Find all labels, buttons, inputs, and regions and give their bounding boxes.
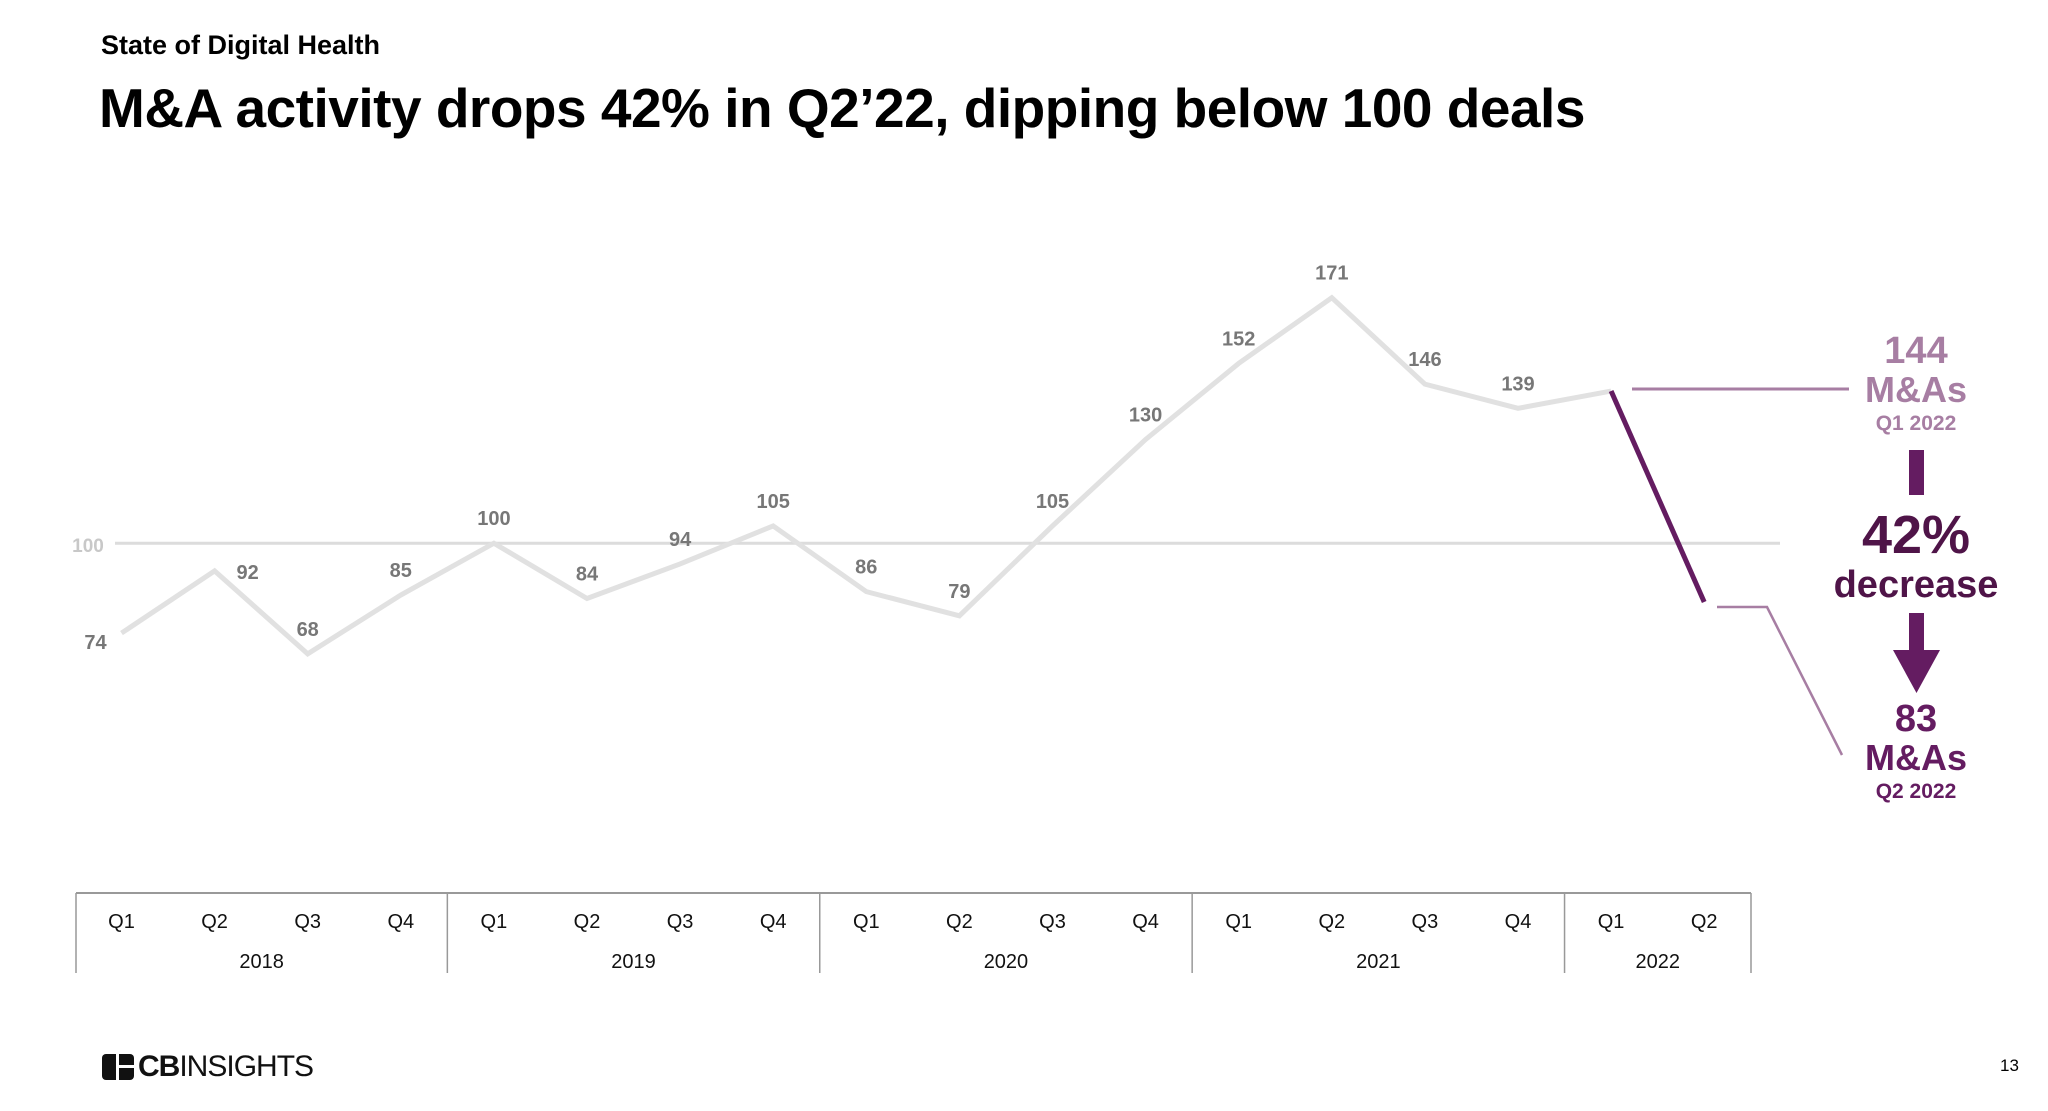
data-label: 74 [84, 632, 107, 654]
highlight-segment [1608, 390, 1707, 603]
data-label: 84 [576, 564, 599, 586]
x-year-label: 2020 [984, 951, 1029, 973]
arrow-down-icon [1893, 650, 1940, 693]
reference-label: 100 [72, 536, 104, 557]
x-year-label: 2018 [239, 951, 284, 973]
kicker: State of Digital Health [101, 30, 381, 60]
data-label: 94 [669, 529, 692, 551]
annotation-end: 83 M&As Q2 2022 [1836, 700, 1996, 802]
change-label: decrease [1833, 564, 1999, 606]
data-label: 86 [855, 557, 877, 579]
x-tick-label: Q1 [853, 911, 880, 933]
x-tick-label: Q3 [667, 911, 694, 933]
cb-logo-icon [102, 1054, 134, 1080]
start-unit: M&As [1864, 369, 1967, 410]
x-tick-label: Q4 [387, 911, 414, 933]
data-label: 152 [1222, 328, 1255, 350]
x-tick-label: Q1 [481, 911, 508, 933]
data-label: 171 [1315, 263, 1348, 285]
cb-insights-logo: CBINSIGHTS [102, 1050, 314, 1084]
x-tick-label: Q1 [1225, 911, 1252, 933]
x-year-label: 2019 [611, 951, 656, 973]
annotation-start: 144 M&As Q1 2022 [1836, 332, 1996, 434]
x-tick-label: Q3 [1039, 911, 1066, 933]
connector-end [1717, 605, 1844, 756]
x-tick-label: Q2 [1318, 911, 1345, 933]
data-label: 139 [1501, 373, 1534, 395]
data-label: 105 [757, 491, 790, 513]
start-value: 144 [1884, 330, 1948, 372]
x-tick-label: Q4 [1505, 911, 1532, 933]
change-value: 42% [1861, 505, 1971, 565]
end-unit: M&As [1864, 737, 1967, 778]
data-label: 146 [1408, 349, 1441, 371]
page-title: M&A activity drops 42% in Q2’22, dipping… [99, 77, 1585, 139]
start-period: Q1 2022 [1875, 412, 1957, 435]
data-label: 85 [390, 560, 412, 582]
x-year-label: 2022 [1636, 951, 1681, 973]
x-tick-label: Q2 [1691, 911, 1718, 933]
x-tick-label: Q4 [1132, 911, 1159, 933]
x-tick-label: Q1 [1598, 911, 1625, 933]
data-label: 92 [236, 562, 258, 584]
end-value: 83 [1894, 698, 1938, 740]
data-label: 105 [1036, 491, 1069, 513]
arrow-down-stem-icon [1909, 613, 1924, 651]
x-tick-label: Q3 [1412, 911, 1439, 933]
logo-text: CBINSIGHTS [138, 1050, 314, 1083]
arrow-stem-icon [1909, 450, 1924, 495]
x-tick-label: Q4 [760, 911, 787, 933]
series-line [120, 294, 1612, 657]
x-year-label: 2021 [1356, 951, 1401, 973]
annotation-change: 42% decrease [1816, 508, 2016, 604]
data-label: 68 [297, 619, 319, 641]
data-label: 79 [948, 581, 970, 603]
x-tick-label: Q2 [201, 911, 228, 933]
data-label: 100 [477, 508, 510, 530]
end-period: Q2 2022 [1875, 780, 1957, 803]
x-tick-label: Q3 [294, 911, 321, 933]
x-tick-label: Q1 [108, 911, 135, 933]
data-label: 130 [1129, 404, 1162, 426]
page-number: 13 [2000, 1056, 2019, 1075]
x-tick-label: Q2 [574, 911, 601, 933]
x-tick-label: Q2 [946, 911, 973, 933]
